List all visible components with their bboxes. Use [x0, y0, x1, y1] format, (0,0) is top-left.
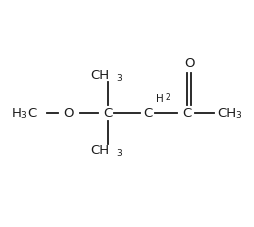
- Text: CH: CH: [90, 144, 109, 157]
- Text: 3: 3: [116, 74, 121, 83]
- Text: C: C: [27, 106, 36, 119]
- Text: O: O: [63, 106, 74, 119]
- Text: C: C: [103, 106, 112, 119]
- Text: H: H: [11, 106, 21, 119]
- Text: C: C: [182, 106, 191, 119]
- Text: C: C: [142, 106, 152, 119]
- Text: 3: 3: [20, 111, 26, 121]
- Text: CH: CH: [216, 106, 235, 119]
- Text: CH: CH: [90, 69, 109, 82]
- Text: H: H: [155, 94, 163, 104]
- Text: 3: 3: [116, 149, 121, 158]
- Text: 3: 3: [234, 111, 240, 121]
- Text: O: O: [183, 57, 194, 70]
- Text: 2: 2: [165, 93, 170, 102]
